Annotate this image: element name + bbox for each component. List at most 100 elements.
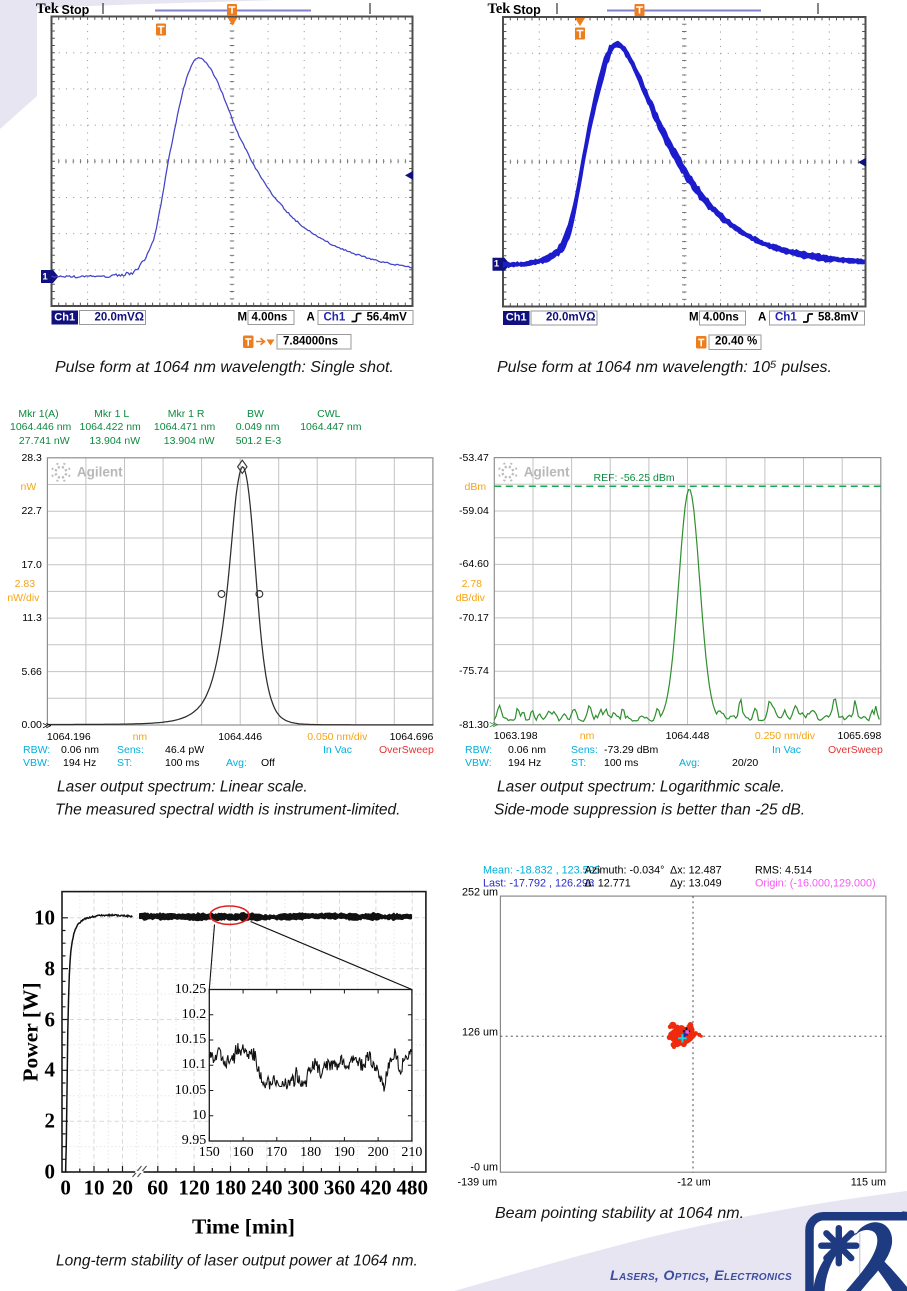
agilent1-ylabel: 11.3 <box>22 611 42 624</box>
power-yaxis-title: Power [W] <box>18 982 43 1082</box>
scope2-ch1-marker-label: 1 <box>493 258 500 270</box>
agilent1-grid <box>47 457 433 725</box>
scope2-trigger-bar-marker-t <box>636 6 643 14</box>
power-inset-ylabel: 9.95 <box>181 1133 207 1148</box>
power-inset-ylabel: 10.15 <box>174 1032 207 1047</box>
agilent1-vbw-label: VBW: <box>23 756 50 769</box>
beam-ylabel-mid: 126 um <box>461 1026 498 1039</box>
agilent1-agilent-logo: Agilent <box>76 464 123 480</box>
agilent2-xstart: 1063.198 <box>493 729 538 742</box>
beam-xlabel-left: -139 um <box>457 1176 498 1189</box>
corner-decoration-shape <box>0 0 278 129</box>
scope1-graticule-center-ticks <box>58 23 406 300</box>
beam-last-value: Last: -17.792 , 126.296 <box>483 877 595 890</box>
scope2-slope-icon <box>803 313 813 323</box>
agilent2-caption-line1: Laser output spectrum: Logarithmic scale… <box>497 778 785 796</box>
scope1-ch1-readout-box <box>51 310 78 325</box>
agilent1-xstart: 1064.196 <box>46 730 91 743</box>
scope2-trig-icon-t <box>698 338 705 347</box>
agilent2-ylabel: -53.47 <box>459 451 489 464</box>
scope1-trigger-bar-marker-t <box>228 6 236 14</box>
power-ylabel: 0 <box>44 1159 56 1184</box>
scope1-tek-logo: Tek <box>36 0 59 17</box>
agilent1-sens-label: Sens: <box>117 743 144 756</box>
power-xlabel: 180 <box>214 1175 247 1200</box>
beam-scatter-blob-dot <box>693 1031 698 1036</box>
power-inset-xlabel: 200 <box>367 1144 389 1160</box>
scope2-trigsrc-box <box>769 310 865 326</box>
agilent2-ylabel: -70.17 <box>459 611 489 624</box>
power-ylabel: 6 <box>44 1007 56 1031</box>
agilent2-caption-line2: Side-mode suppression is better than -25… <box>494 801 806 819</box>
agilent2-ydiv-unit: dB/div <box>455 591 485 604</box>
power-xlabel: 300 <box>287 1175 319 1200</box>
agilent2-ylabel: -64.60 <box>459 558 489 571</box>
scope2-stop-label: Stop <box>513 2 541 17</box>
agilent2-vbw-value: 194 Hz <box>508 756 542 769</box>
power-inset-xlabel: 210 <box>401 1144 423 1160</box>
beam-dy-value: Δy: 13.049 <box>670 877 722 890</box>
power-xlabel: 0 <box>60 1175 71 1200</box>
beam-dx-value: Δx: 12.487 <box>670 864 722 877</box>
scope1-graticule-edge-ticks <box>51 16 413 306</box>
agilent1-val-cwl: 1064.447 nm <box>300 420 362 433</box>
beam-marker-origin <box>685 1030 689 1034</box>
agilent2-yarrow: ≫ <box>489 719 499 730</box>
agilent2-grid <box>494 457 881 725</box>
power-xlabel: 480 <box>396 1175 428 1200</box>
agilent2-oversweep-label: OverSweep <box>828 743 883 756</box>
scope2-timebase-box <box>699 310 746 326</box>
scope1-trigger-time-marker-t <box>157 25 165 34</box>
agilent1-ydiv-unit: nW/div <box>7 591 40 604</box>
agilent1-ylabel: 28.3 <box>21 451 42 464</box>
power-xlabel: 10 <box>83 1175 105 1200</box>
scope2-ch1-readout-box <box>503 311 530 325</box>
beam-scatter-blob-dot <box>699 1034 703 1038</box>
beam-scatter-blob-dot <box>672 1029 678 1035</box>
beam-ylabel-top: 252 um <box>461 886 498 899</box>
agilent1-mkr-left <box>217 590 226 598</box>
beam-caption: Beam pointing stability at 1064 nm. <box>495 1204 745 1222</box>
power-inset-xlabel: 170 <box>266 1144 288 1160</box>
power-trace-warmup <box>64 913 133 1172</box>
agilent1-val-mkr1a-nw: 27.741 nW <box>18 434 70 447</box>
power-caption: Long-term stability of laser output powe… <box>56 1251 418 1269</box>
power-zoom-line-right <box>250 920 413 991</box>
scope1-ch1-marker <box>41 270 59 283</box>
agilent2-xcenter: 1064.448 <box>665 729 710 742</box>
power-inset-ylabel: 10.2 <box>181 1006 207 1022</box>
agilent1-avg-label: Avg: <box>226 756 247 769</box>
agilent2-sens-label: Sens: <box>571 743 598 756</box>
agilent2-xdiv: 0.250 nm/div <box>754 729 815 742</box>
scope2-ch1-marker <box>492 257 510 271</box>
agilent1-xunit: nm <box>132 730 148 743</box>
scope2-vdiv-readout: 20.0mVΩ <box>546 311 596 324</box>
scope1-timebase-readout: 4.00ns <box>251 310 288 323</box>
agilent1-caption-line1: Laser output spectrum: Linear scale. <box>57 778 308 796</box>
agilent1-hdr-bw: BW <box>247 407 264 420</box>
scope1-frame <box>50 15 414 307</box>
agilent2-ylabel: -59.04 <box>459 504 489 517</box>
agilent1-invac-label: In Vac <box>323 743 352 756</box>
scope1-stop-label: Stop <box>61 2 90 17</box>
agilent2-ydiv-value: 2.78 <box>461 577 483 590</box>
agilent1-xcenter: 1064.446 <box>218 730 263 743</box>
scope1-vdiv-readout: 20.0mVΩ <box>94 310 145 323</box>
agilent2-rbw-label: RBW: <box>465 743 493 756</box>
agilent1-ylabel: 17.0 <box>21 558 42 571</box>
power-trace-band <box>139 911 412 922</box>
agilent1-sens-value: 46.4 pW <box>165 743 205 756</box>
agilent1-val-bw2: 501.2 E-3 <box>235 434 282 447</box>
agilent1-oversweep-label: OverSweep <box>379 743 434 756</box>
power-inset-xlabel: 160 <box>232 1144 254 1160</box>
scope2-trigger-pos-arrow <box>575 18 585 26</box>
power-ylabel: 2 <box>44 1108 56 1133</box>
agilent2-trace <box>493 488 880 722</box>
power-zoom-line-left <box>208 924 216 990</box>
agilent1-val-mkr1l-nw: 13.904 nW <box>89 434 141 447</box>
beam-scatter-blob-dot <box>686 1024 691 1029</box>
footer-tagline: Lasers, Optics, Electronics <box>610 1267 792 1284</box>
scope2-m-label: M <box>689 311 699 324</box>
